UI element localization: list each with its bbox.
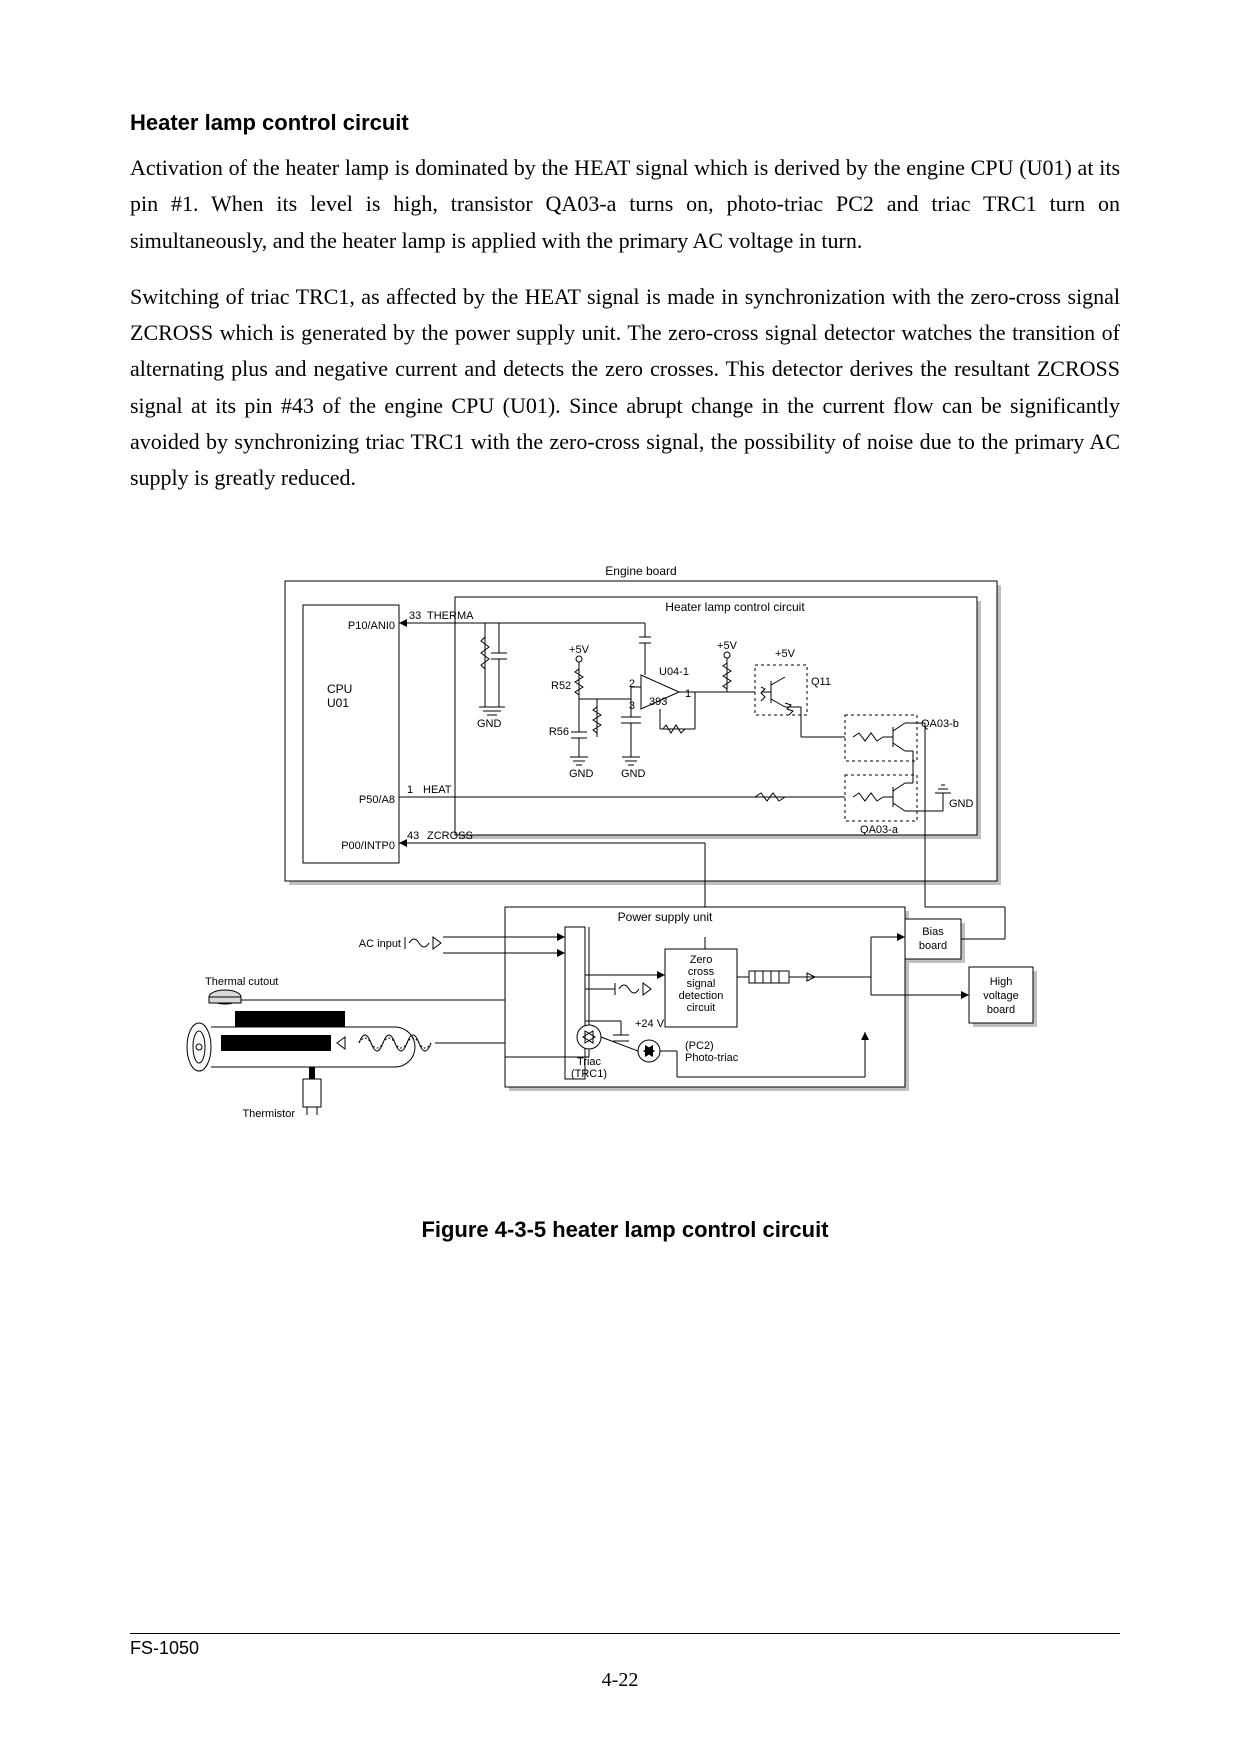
footer-rule: [130, 1633, 1120, 1634]
ac-input: AC input: [359, 938, 401, 950]
r56-label: R56: [549, 726, 569, 738]
qa03a: QA03-a: [860, 824, 899, 836]
figure-caption: Figure 4-3-5 heater lamp control circuit: [130, 1217, 1120, 1243]
pin-p00: P00/INTP0: [341, 840, 395, 852]
footer-model: FS-1050: [130, 1638, 199, 1659]
hr-label: Heat roller: [265, 1014, 316, 1026]
hv1: High: [990, 976, 1013, 988]
heat-label: HEAT: [423, 784, 452, 796]
gnd-1: GND: [477, 718, 502, 730]
r52-label: R52: [551, 680, 571, 692]
v24: +24 V: [635, 1018, 665, 1030]
engine-board-label: Engine board: [605, 564, 676, 578]
bias1: Bias: [922, 926, 944, 938]
ic393: 393: [649, 696, 667, 708]
hv2: voltage: [983, 990, 1018, 1002]
qa03b: QA03-b: [921, 718, 959, 730]
bias2: board: [919, 940, 947, 952]
pin-p10: P10/ANI0: [348, 620, 395, 632]
pc2a: (PC2): [685, 1040, 714, 1052]
th-label: Thermistor: [242, 1108, 295, 1120]
hl-label: Heater lamp: [246, 1038, 306, 1050]
pin3c: 3: [629, 700, 635, 712]
cpu-label-1: CPU: [327, 682, 352, 696]
zc2: cross: [688, 966, 715, 978]
q11: Q11: [811, 676, 831, 688]
gnd-2: GND: [569, 768, 594, 780]
triac2: (TRC1): [571, 1068, 607, 1080]
pin-p50: P50/A8: [359, 794, 395, 806]
psu-title: Power supply unit: [618, 910, 713, 924]
zc5: circuit: [687, 1002, 716, 1014]
circuit-diagram: Engine board Heater lamp control circuit…: [130, 557, 1120, 1157]
pin2c: 2: [629, 678, 635, 690]
zc3: signal: [687, 978, 716, 990]
pc2b: Photo-triac: [685, 1052, 739, 1064]
cpu-label-2: U01: [327, 696, 349, 710]
hv3: board: [987, 1004, 1015, 1016]
page-number: 4-22: [602, 1669, 639, 1692]
triac1: Triac: [577, 1056, 602, 1068]
v5-b: +5V: [717, 640, 738, 652]
gnd-3: GND: [621, 768, 646, 780]
v5-c: +5V: [775, 648, 796, 660]
gnd-r: GND: [949, 798, 974, 810]
pin1c: 1: [685, 688, 691, 700]
therma-label: THERMA: [427, 610, 474, 622]
paragraph-1: Activation of the heater lamp is dominat…: [130, 150, 1120, 259]
zc1: Zero: [690, 954, 713, 966]
pin1: 1: [407, 784, 413, 796]
pin33: 33: [409, 610, 421, 622]
tc-label: Thermal cutout: [205, 976, 278, 988]
zcross-label: ZCROSS: [427, 830, 473, 842]
v5-a: +5V: [569, 644, 590, 656]
pin43: 43: [407, 830, 419, 842]
paragraph-2: Switching of triac TRC1, as affected by …: [130, 279, 1120, 497]
zc4: detection: [679, 990, 724, 1002]
section-heading: Heater lamp control circuit: [130, 110, 1120, 136]
hlcc-label: Heater lamp control circuit: [665, 600, 805, 614]
u041: U04-1: [659, 666, 689, 678]
